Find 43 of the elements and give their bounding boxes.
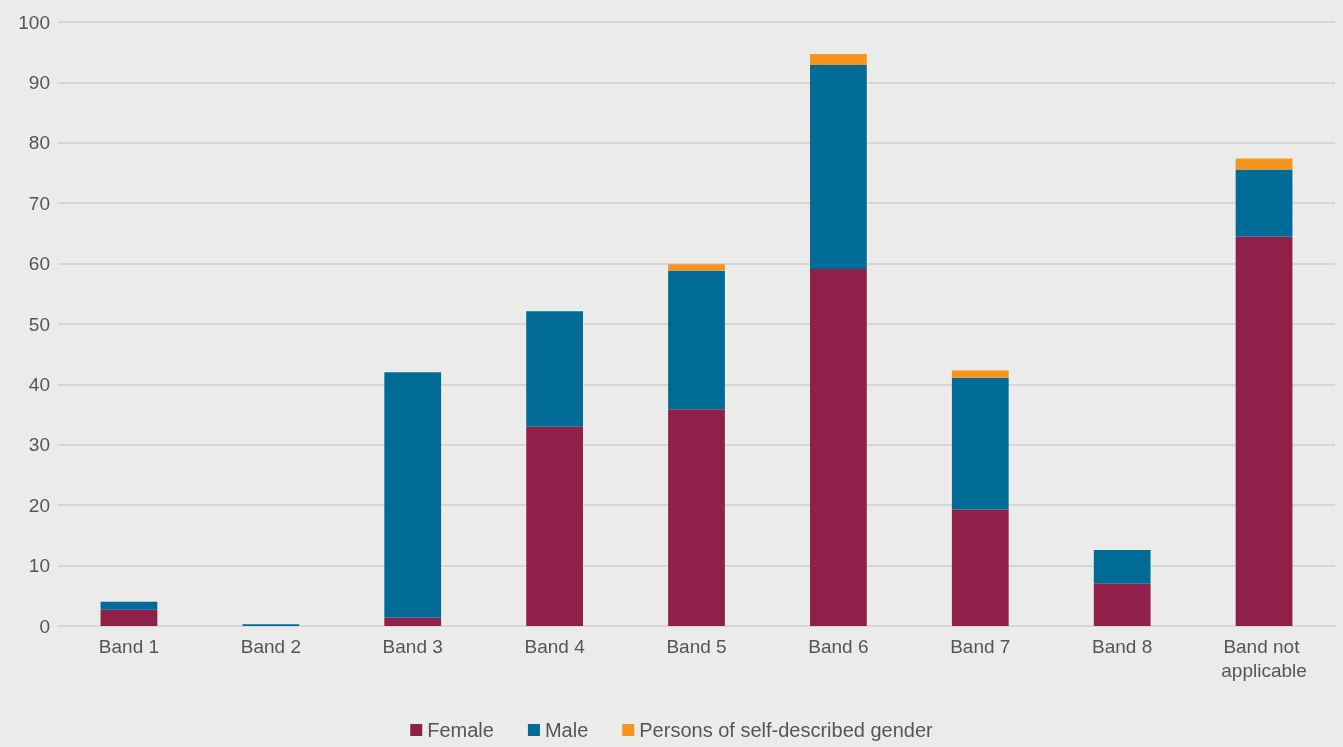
bar xyxy=(1235,236,1293,626)
legend-label: Male xyxy=(544,719,589,741)
bar xyxy=(951,377,1009,510)
x-tick-label: Band 4 xyxy=(524,635,586,657)
y-tick-label: 0 xyxy=(39,615,50,637)
x-tick-label: Band 7 xyxy=(950,635,1011,657)
y-tick-label: 30 xyxy=(28,434,50,456)
bar xyxy=(1235,169,1293,237)
legend-label: Persons of self-described gender xyxy=(639,719,934,741)
bar xyxy=(668,409,725,626)
x-tick-label: Band 2 xyxy=(240,635,301,657)
y-tick-label: 50 xyxy=(28,313,50,335)
bar xyxy=(951,509,1009,626)
bar xyxy=(1235,158,1293,170)
x-tick-label: Band not applicable xyxy=(1221,635,1307,681)
legend-label: Female xyxy=(427,719,494,741)
y-tick-label: 80 xyxy=(28,132,50,154)
y-tick-label: 60 xyxy=(28,253,50,275)
y-tick-label: 70 xyxy=(28,192,50,214)
bar xyxy=(1093,583,1151,626)
y-tick-label: 10 xyxy=(28,555,50,577)
bar xyxy=(526,311,583,427)
bar xyxy=(384,372,442,618)
x-tick-label: Band 6 xyxy=(808,635,869,657)
bar xyxy=(100,601,158,610)
bar xyxy=(668,264,725,271)
x-tick-label: Band 1 xyxy=(98,635,160,657)
bar xyxy=(526,426,583,626)
bar xyxy=(810,269,867,626)
bar xyxy=(810,54,867,65)
y-tick-label: 40 xyxy=(28,373,50,395)
x-tick-label: Band 3 xyxy=(382,635,443,657)
bar xyxy=(384,617,442,626)
bar xyxy=(1093,549,1151,584)
y-tick-label: 100 xyxy=(18,11,50,33)
y-tick-label: 20 xyxy=(28,494,50,516)
bar xyxy=(951,370,1009,378)
y-tick-label: 90 xyxy=(28,71,50,93)
bar xyxy=(100,609,158,626)
x-tick-label: Band 8 xyxy=(1092,635,1153,657)
x-tick-label: Band 5 xyxy=(666,635,727,657)
bar xyxy=(668,270,725,410)
bar xyxy=(810,64,867,270)
